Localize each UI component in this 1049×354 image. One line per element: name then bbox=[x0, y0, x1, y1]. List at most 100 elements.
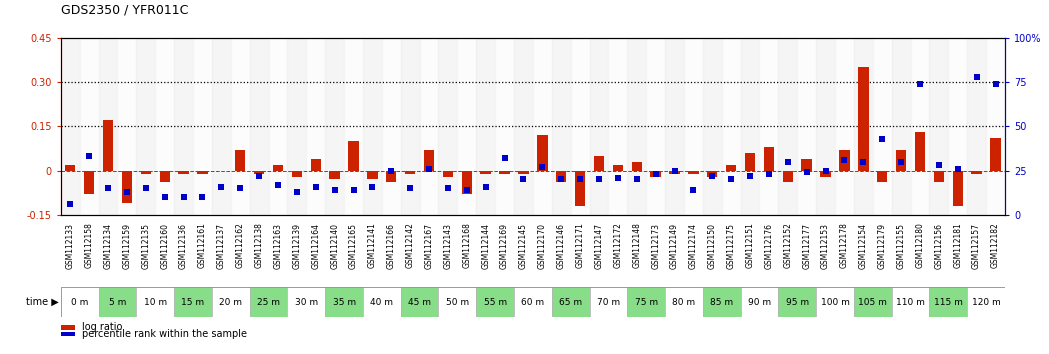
Bar bbox=[892, 287, 929, 317]
Text: 65 m: 65 m bbox=[559, 298, 582, 307]
Point bbox=[175, 194, 192, 200]
Point bbox=[364, 184, 381, 189]
Point bbox=[81, 154, 98, 159]
Text: 45 m: 45 m bbox=[408, 298, 431, 307]
Point bbox=[893, 159, 909, 165]
Bar bbox=[745, 153, 755, 171]
Text: 10 m: 10 m bbox=[144, 298, 167, 307]
Bar bbox=[934, 171, 944, 182]
Bar bbox=[99, 38, 117, 215]
Bar bbox=[929, 287, 967, 317]
Bar bbox=[556, 171, 566, 182]
Point bbox=[779, 159, 796, 165]
Point bbox=[987, 81, 1004, 87]
Bar bbox=[193, 38, 212, 215]
Text: percentile rank within the sample: percentile rank within the sample bbox=[82, 329, 247, 339]
Text: 90 m: 90 m bbox=[748, 298, 771, 307]
Bar bbox=[820, 171, 831, 177]
Point bbox=[402, 185, 419, 191]
Bar bbox=[726, 165, 736, 171]
Bar bbox=[590, 38, 608, 215]
Bar bbox=[518, 171, 529, 173]
Bar bbox=[967, 38, 986, 215]
Bar bbox=[990, 138, 1001, 171]
Point bbox=[100, 185, 116, 191]
Bar bbox=[462, 171, 472, 194]
Bar bbox=[646, 38, 665, 215]
Bar bbox=[476, 287, 514, 317]
Bar bbox=[594, 156, 604, 171]
Point bbox=[307, 184, 324, 189]
Bar bbox=[420, 38, 438, 215]
Point bbox=[326, 187, 343, 193]
Point bbox=[534, 164, 551, 170]
Bar bbox=[741, 287, 778, 317]
Bar bbox=[929, 38, 948, 215]
Bar bbox=[235, 150, 245, 171]
Bar bbox=[967, 287, 1005, 317]
Bar bbox=[443, 171, 453, 177]
Point bbox=[156, 194, 173, 200]
Bar bbox=[669, 171, 680, 173]
Point bbox=[912, 81, 928, 87]
Text: log ratio: log ratio bbox=[82, 322, 122, 332]
Text: time ▶: time ▶ bbox=[26, 297, 59, 307]
Text: 35 m: 35 m bbox=[333, 298, 356, 307]
Point bbox=[761, 171, 777, 177]
Bar bbox=[665, 38, 684, 215]
Text: 110 m: 110 m bbox=[896, 298, 925, 307]
Bar bbox=[684, 38, 703, 215]
Bar bbox=[367, 171, 378, 179]
Point bbox=[251, 173, 267, 179]
Bar bbox=[499, 171, 510, 173]
Bar bbox=[495, 38, 514, 215]
Bar bbox=[61, 332, 76, 336]
Bar bbox=[363, 38, 382, 215]
Bar bbox=[537, 135, 548, 171]
Bar bbox=[835, 38, 854, 215]
Bar bbox=[405, 171, 415, 173]
Bar bbox=[254, 171, 264, 173]
Bar bbox=[61, 38, 80, 215]
Bar bbox=[159, 171, 170, 182]
Text: 100 m: 100 m bbox=[820, 298, 850, 307]
Bar bbox=[854, 38, 873, 215]
Bar bbox=[631, 162, 642, 171]
Point bbox=[288, 189, 305, 195]
Text: 70 m: 70 m bbox=[597, 298, 620, 307]
Bar bbox=[703, 38, 722, 215]
Bar bbox=[476, 38, 495, 215]
Bar bbox=[911, 38, 929, 215]
Bar bbox=[778, 38, 797, 215]
Bar bbox=[212, 38, 231, 215]
Bar bbox=[608, 38, 627, 215]
Bar bbox=[325, 287, 363, 317]
Bar bbox=[952, 171, 963, 206]
Text: 95 m: 95 m bbox=[786, 298, 809, 307]
Text: 5 m: 5 m bbox=[109, 298, 126, 307]
Text: 105 m: 105 m bbox=[858, 298, 887, 307]
Point bbox=[345, 187, 362, 193]
Point bbox=[515, 177, 532, 182]
Text: GDS2350 / YFR011C: GDS2350 / YFR011C bbox=[61, 4, 188, 17]
Point bbox=[949, 166, 966, 172]
Point bbox=[874, 136, 891, 142]
Bar bbox=[816, 38, 835, 215]
Point bbox=[496, 155, 513, 161]
Bar bbox=[665, 287, 703, 317]
Bar bbox=[816, 287, 854, 317]
Text: 120 m: 120 m bbox=[971, 298, 1001, 307]
Point bbox=[609, 175, 626, 181]
Bar bbox=[707, 171, 718, 177]
Bar bbox=[212, 287, 250, 317]
Bar bbox=[155, 38, 174, 215]
Bar bbox=[438, 287, 476, 317]
Text: 85 m: 85 m bbox=[710, 298, 733, 307]
Bar bbox=[688, 171, 699, 173]
Point bbox=[798, 170, 815, 175]
Bar bbox=[103, 120, 113, 171]
Bar bbox=[627, 38, 646, 215]
Bar bbox=[801, 159, 812, 171]
Bar bbox=[250, 38, 269, 215]
Point bbox=[628, 177, 645, 182]
